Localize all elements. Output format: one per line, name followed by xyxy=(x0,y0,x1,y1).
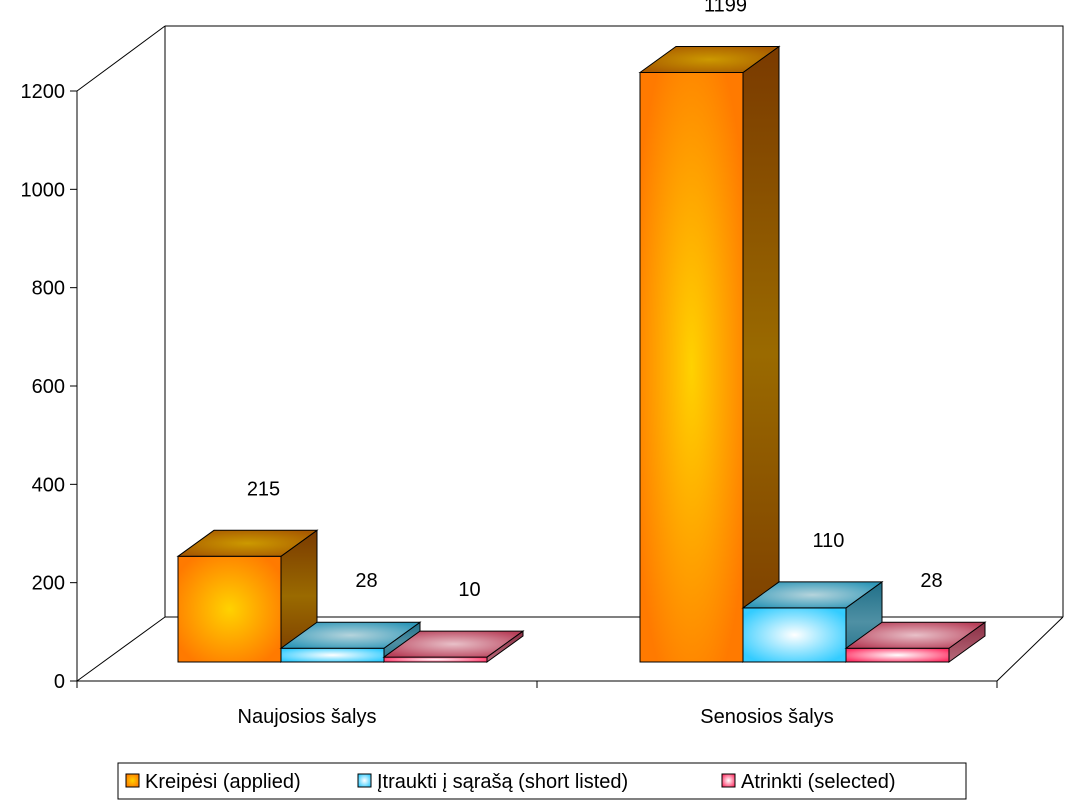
data-label-itraukti-i-sarasa-short-listed-naujosios-salys: 28 xyxy=(355,570,377,592)
y-tick-label: 1200 xyxy=(21,81,66,103)
bar-side-face xyxy=(742,45,780,663)
x-tick-label-senosios-salys: Senosios šalys xyxy=(700,706,833,728)
bar-top-face xyxy=(741,581,884,609)
legend-box xyxy=(117,762,967,800)
data-label-atrinkti-selected-senosios-salys: 28 xyxy=(920,570,942,592)
data-label-kreipesi-applied-senosios-salys: 1199 xyxy=(704,0,747,16)
legend-label-itraukti-i-sarasa-short-listed: Įtraukti į sąrašą (short listed) xyxy=(377,771,628,793)
bar-front-face xyxy=(177,555,282,663)
bar-top-face xyxy=(176,529,319,557)
bar-front-face xyxy=(639,71,744,663)
legend-label-atrinkti-selected: Atrinkti (selected) xyxy=(741,771,896,793)
x-axis-ticks: Naujosios šalys Senosios šalys xyxy=(76,681,998,728)
bar-kreipesi-applied-senosios-salys xyxy=(638,45,781,663)
bar-front-face xyxy=(742,607,847,663)
bar-top-face xyxy=(279,621,422,649)
y-tick-label: 400 xyxy=(32,474,65,496)
bar-top-face xyxy=(382,630,525,658)
bar-front-face xyxy=(383,656,488,663)
bar-front-face xyxy=(845,647,950,663)
y-tick-label: 1000 xyxy=(21,179,66,201)
data-label-itraukti-i-sarasa-short-listed-senosios-salys: 110 xyxy=(813,530,845,552)
legend-swatch-itraukti-i-sarasa-short-listed xyxy=(357,773,372,788)
x-tick-label-naujosios-salys: Naujosios šalys xyxy=(238,706,377,728)
y-tick-label: 800 xyxy=(32,278,65,300)
bar-front-face xyxy=(280,647,385,663)
y-tick-label: 0 xyxy=(54,671,65,693)
side-wall-top-edge xyxy=(76,25,166,92)
floor-right-edge xyxy=(996,616,1064,682)
y-axis-ticks: 0 200 400 600 800 1000 1200 xyxy=(21,81,77,693)
y-tick-label: 600 xyxy=(32,376,65,398)
floor-left-edge xyxy=(76,616,166,682)
data-labels: 215 28 10 1199 110 28 xyxy=(247,0,943,601)
bar-atrinkti-selected-naujosios-salys xyxy=(382,630,525,663)
legend-label-kreipesi-applied: Kreipėsi (applied) xyxy=(145,771,301,793)
back-wall xyxy=(165,25,1064,617)
legend-swatch-kreipesi-applied xyxy=(125,773,140,788)
data-label-atrinkti-selected-naujosios-salys: 10 xyxy=(458,579,480,601)
bar-top-face xyxy=(844,621,987,649)
legend-swatch-atrinkti-selected xyxy=(721,773,736,788)
data-label-kreipesi-applied-naujosios-salys: 215 xyxy=(247,478,280,500)
bar-kreipesi-applied-naujosios-salys xyxy=(176,529,319,663)
bar-atrinkti-selected-senosios-salys xyxy=(844,621,987,663)
bar-top-face xyxy=(638,45,781,73)
y-tick-label: 200 xyxy=(32,573,65,595)
legend: Kreipėsi (applied) Įtraukti į sąrašą (sho… xyxy=(117,762,967,800)
bars xyxy=(176,45,987,663)
